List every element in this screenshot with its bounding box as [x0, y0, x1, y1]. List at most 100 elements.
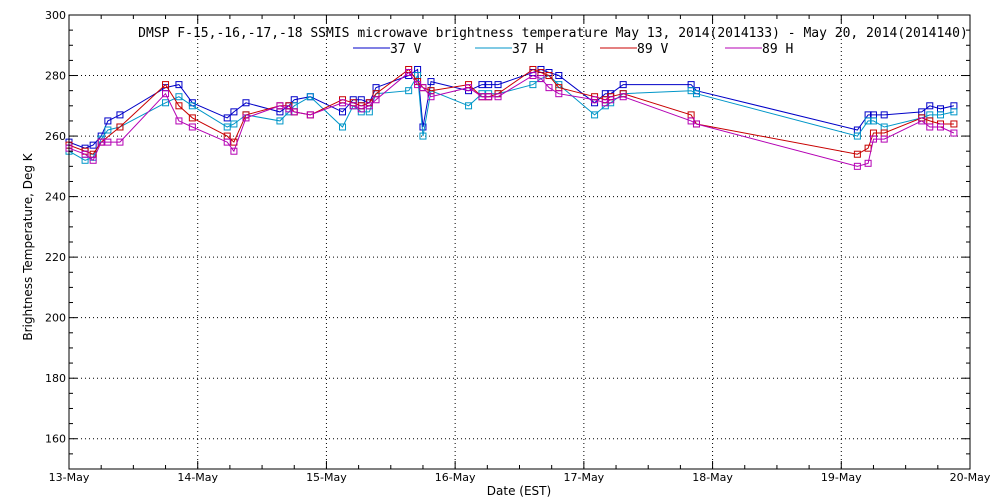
data-point: [591, 96, 599, 104]
data-point: [485, 81, 493, 89]
data-point: [230, 108, 238, 116]
data-point: [162, 81, 170, 89]
y-tick-label: 220: [45, 251, 66, 264]
data-point: [116, 123, 124, 131]
series-line-89-v: [68, 68, 954, 155]
data-point: [545, 84, 553, 92]
data-point: [950, 120, 958, 128]
data-point: [619, 93, 627, 101]
data-point: [306, 93, 314, 101]
data-point: [619, 81, 627, 89]
data-point: [104, 138, 112, 146]
axis-ticks: 13-May 14-May 15-May 16-May 17-May 18-May 19-M…: [45, 9, 991, 484]
data-point: [692, 120, 700, 128]
data-point: [175, 81, 183, 89]
data-point: [926, 102, 934, 110]
data-point: [223, 138, 231, 146]
data-point: [349, 102, 357, 110]
series-37-v: [65, 65, 958, 152]
data-point: [529, 72, 537, 80]
data-point: [853, 162, 861, 170]
data-point: [97, 138, 105, 146]
data-point: [427, 93, 435, 101]
data-point: [485, 93, 493, 101]
data-point: [306, 111, 314, 119]
chart-title: DMSP F-15,-16,-17,-18 SSMIS microwave br…: [138, 26, 968, 41]
y-tick-label: 180: [45, 372, 66, 385]
data-point: [290, 108, 298, 116]
data-point: [81, 150, 89, 158]
data-point: [89, 141, 97, 149]
x-axis-label: Date (EST): [487, 484, 551, 498]
data-point: [365, 102, 373, 110]
data-point: [242, 114, 250, 122]
data-point: [175, 117, 183, 125]
data-point: [478, 93, 486, 101]
data-point: [950, 108, 958, 116]
x-tick-label: 15-May: [306, 471, 347, 484]
y-tick-label: 260: [45, 130, 66, 143]
data-point: [494, 93, 502, 101]
x-tick-label: 17-May: [563, 471, 604, 484]
y-tick-label: 200: [45, 312, 66, 325]
data-point: [162, 90, 170, 98]
data-point: [591, 111, 599, 119]
data-point: [607, 96, 615, 104]
series-lines: [65, 65, 958, 170]
data-point: [162, 99, 170, 107]
data-point: [555, 72, 563, 80]
data-point: [89, 156, 97, 164]
data-point: [465, 102, 473, 110]
data-point: [372, 96, 380, 104]
data-point: [937, 123, 945, 131]
data-point: [104, 126, 112, 134]
data-point: [869, 135, 877, 143]
data-point: [116, 138, 124, 146]
legend-label-37-h: 37 H: [512, 42, 543, 57]
data-point: [853, 150, 861, 158]
data-point: [116, 111, 124, 119]
series-line-37-v: [68, 68, 955, 149]
data-point: [188, 123, 196, 131]
data-point: [864, 159, 872, 167]
data-point: [188, 114, 196, 122]
series-line-89-h: [68, 71, 955, 167]
data-point: [419, 84, 427, 92]
x-tick-label: 13-May: [49, 471, 90, 484]
data-point: [276, 102, 284, 110]
data-point: [405, 69, 413, 77]
series-89-h: [65, 69, 958, 170]
x-tick-label: 16-May: [435, 471, 476, 484]
x-tick-label: 19-May: [821, 471, 862, 484]
data-point: [880, 111, 888, 119]
data-point: [230, 120, 238, 128]
series-line-37-h: [68, 73, 955, 161]
y-axis-label: Brightness Temperature, Deg K: [21, 152, 35, 340]
data-point: [692, 90, 700, 98]
data-point: [419, 123, 427, 131]
data-point: [223, 123, 231, 131]
data-point: [357, 105, 365, 113]
data-point: [339, 99, 347, 107]
data-point: [864, 117, 872, 125]
y-tick-label: 160: [45, 433, 66, 446]
data-point: [478, 81, 486, 89]
legend-label-89-v: 89 V: [637, 42, 668, 57]
data-point: [104, 117, 112, 125]
data-point: [918, 117, 926, 125]
x-tick-label: 20-May: [950, 471, 991, 484]
x-tick-label: 14-May: [177, 471, 218, 484]
data-point: [869, 117, 877, 125]
data-point: [405, 87, 413, 95]
data-point: [465, 84, 473, 92]
data-point: [529, 81, 537, 89]
data-point: [419, 132, 427, 140]
data-point: [494, 81, 502, 89]
y-tick-label: 280: [45, 70, 66, 83]
data-point: [937, 111, 945, 119]
data-point: [880, 135, 888, 143]
data-point: [339, 123, 347, 131]
data-point: [537, 75, 545, 83]
